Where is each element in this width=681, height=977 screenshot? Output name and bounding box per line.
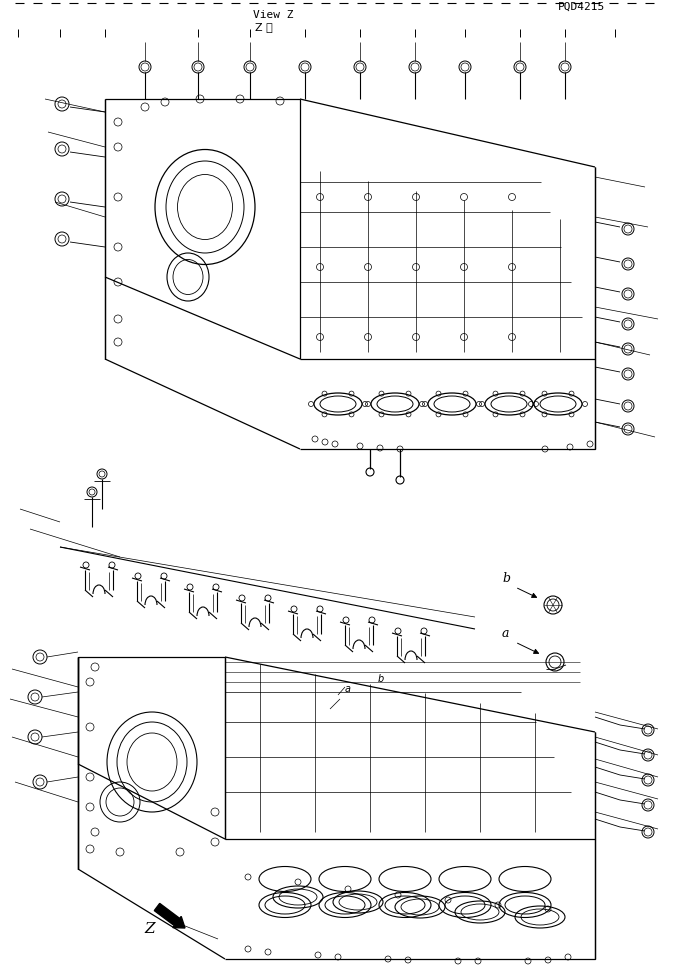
Text: Z 視: Z 視 xyxy=(255,22,273,32)
Text: Z: Z xyxy=(144,922,155,936)
Text: a: a xyxy=(502,627,509,640)
Text: View Z: View Z xyxy=(253,10,294,20)
Text: b: b xyxy=(502,572,510,585)
Text: PQD4215: PQD4215 xyxy=(558,2,605,12)
Text: b: b xyxy=(378,674,384,684)
Text: a: a xyxy=(345,684,351,694)
FancyArrow shape xyxy=(155,904,185,928)
